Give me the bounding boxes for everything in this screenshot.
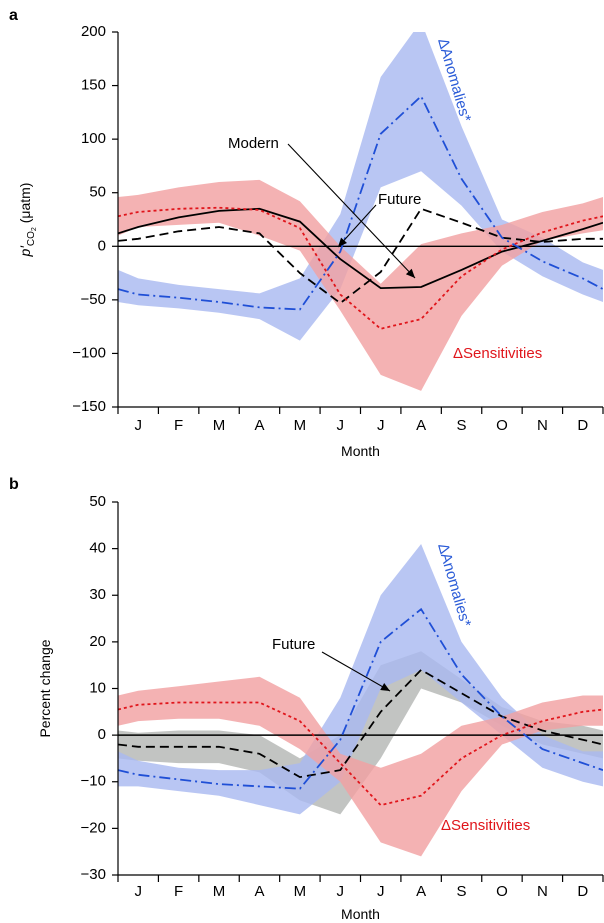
y-axis-title: p′CO2 (μatm) bbox=[17, 183, 38, 258]
y-title-subsub: 2 bbox=[31, 227, 38, 231]
x-tick-label: O bbox=[496, 417, 508, 434]
panel-letter: a bbox=[9, 7, 18, 24]
y-tick-label: −10 bbox=[81, 773, 106, 790]
x-tick-label: N bbox=[537, 417, 548, 434]
annotation-modern: Modern bbox=[228, 135, 279, 152]
arrow-modern bbox=[287, 143, 416, 279]
band-sensitivities bbox=[118, 676, 603, 857]
y-tick-label: 10 bbox=[89, 679, 106, 696]
panel-b: 50 40 30 20 10 0 −10 −20 −30 J F M A M J J A S O N D Month Per… bbox=[9, 476, 604, 922]
x-tick-label: D bbox=[577, 883, 588, 900]
x-tick-label: A bbox=[416, 417, 426, 434]
x-tick-label: F bbox=[174, 417, 183, 434]
y-tick-label: −150 bbox=[72, 398, 106, 415]
x-tick-label: M bbox=[294, 883, 307, 900]
x-tick-label: J bbox=[337, 883, 345, 900]
x-tick-label: O bbox=[496, 883, 508, 900]
series-line-anomalies bbox=[118, 94, 603, 311]
x-tick-label: J bbox=[134, 883, 142, 900]
x-axis-title: Month bbox=[341, 443, 380, 459]
annotation-future: Future bbox=[272, 636, 315, 653]
x-tick-label: J bbox=[134, 417, 142, 434]
plot-area bbox=[118, 32, 603, 391]
x-tick-label: J bbox=[337, 417, 345, 434]
y-tick-label: 50 bbox=[89, 184, 106, 201]
x-tick-label: M bbox=[294, 417, 307, 434]
annotation-sensitivities: ΔSensitivities bbox=[453, 345, 542, 362]
band-sensitivities bbox=[118, 179, 603, 391]
plot-area bbox=[118, 544, 603, 857]
x-tick-label: D bbox=[577, 417, 588, 434]
y-tick-label: 150 bbox=[81, 77, 106, 94]
y-tick-label: 200 bbox=[81, 23, 106, 40]
panel-a: 200 150 100 50 0 −50 −100 −150 J F M A M J J A S O N D Month… bbox=[9, 7, 604, 459]
y-tick-label: 40 bbox=[89, 540, 106, 557]
annotation-sensitivities: ΔSensitivities bbox=[441, 817, 530, 834]
x-tick-label: A bbox=[416, 883, 426, 900]
y-tick-label: 30 bbox=[89, 586, 106, 603]
y-tick-label: 20 bbox=[89, 633, 106, 650]
arrow-modern-head bbox=[405, 268, 415, 278]
arrow-future-head bbox=[338, 237, 348, 247]
x-axis-title: Month bbox=[341, 906, 380, 922]
arrow-future bbox=[321, 651, 391, 692]
x-tick-label: M bbox=[213, 417, 226, 434]
x-tick-label: N bbox=[537, 883, 548, 900]
series-line-future bbox=[118, 207, 603, 305]
panel-letter: b bbox=[9, 476, 19, 493]
band-anomalies bbox=[118, 32, 603, 341]
x-tick-label: J bbox=[377, 883, 385, 900]
arrow-future-head bbox=[380, 683, 390, 691]
y-title-unit: (μatm) bbox=[17, 183, 33, 228]
x-tick-label: A bbox=[254, 883, 264, 900]
annotation-future: Future bbox=[378, 191, 421, 208]
y-title-sub: CO bbox=[26, 231, 37, 246]
series-line-modern bbox=[118, 207, 603, 290]
x-tick-label: A bbox=[254, 417, 264, 434]
series-line-anomalies bbox=[118, 607, 603, 790]
series-line-sensitivities bbox=[118, 701, 603, 807]
y-tick-label: −30 bbox=[81, 866, 106, 883]
y-tick-label: −20 bbox=[81, 819, 106, 836]
y-tick-label: 0 bbox=[98, 726, 106, 743]
series-line-sensitivities bbox=[118, 206, 603, 330]
y-tick-label: 100 bbox=[81, 130, 106, 147]
x-tick-label: J bbox=[377, 417, 385, 434]
y-tick-label: 50 bbox=[89, 493, 106, 510]
y-tick-label: −100 bbox=[72, 344, 106, 361]
y-tick-label: −50 bbox=[81, 291, 106, 308]
y-axis-title: Percent change bbox=[37, 639, 53, 737]
arrow-future bbox=[337, 204, 377, 248]
y-title-main: p′ bbox=[17, 245, 33, 258]
x-tick-label: F bbox=[174, 883, 183, 900]
x-tick-label: S bbox=[457, 417, 467, 434]
x-tick-label: S bbox=[457, 883, 467, 900]
band-anomalies bbox=[118, 544, 603, 815]
x-tick-label: M bbox=[213, 883, 226, 900]
y-tick-label: 0 bbox=[98, 237, 106, 254]
